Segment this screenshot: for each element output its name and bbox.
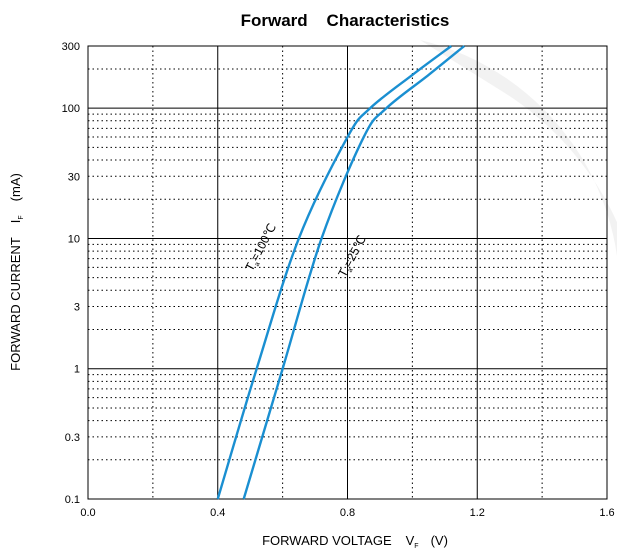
x-tick-label: 0.4 [210, 507, 225, 519]
tick-labels: 0.0 0.4 0.8 1.2 1.6 0.1 0.3 1 3 10 30 100 300 [62, 41, 615, 519]
x-tick-label: 0.0 [80, 507, 95, 519]
curve-ta-25 [242, 45, 466, 500]
curves [216, 45, 466, 500]
y-tick-label: 1 [74, 364, 80, 376]
y-tick-label: 30 [68, 171, 80, 183]
y-tick-label: 10 [68, 233, 80, 245]
x-tick-label: 0.8 [340, 507, 355, 519]
x-axis-label: FORWARD VOLTAGE VF (V) [262, 533, 448, 550]
y-tick-label: 300 [62, 41, 80, 53]
chart-title: Forward Characteristics [241, 11, 450, 30]
curve-ta-100 [216, 45, 453, 500]
series-label-ta-25: Ta=25℃ [335, 233, 370, 280]
x-tick-label: 1.6 [599, 507, 614, 519]
series-label-ta-100: Ta=100℃ [242, 221, 280, 274]
plot-frame [87, 45, 608, 500]
y-axis-label: FORWARD CURRENTIF(mA) [8, 173, 25, 371]
watermark-arc [420, 40, 617, 470]
grid [88, 46, 607, 499]
y-tick-label: 3 [74, 302, 80, 314]
y-tick-label: 0.1 [65, 494, 80, 506]
x-tick-label: 1.2 [470, 507, 485, 519]
y-tick-label: 0.3 [65, 432, 80, 444]
y-tick-label: 100 [62, 103, 80, 115]
